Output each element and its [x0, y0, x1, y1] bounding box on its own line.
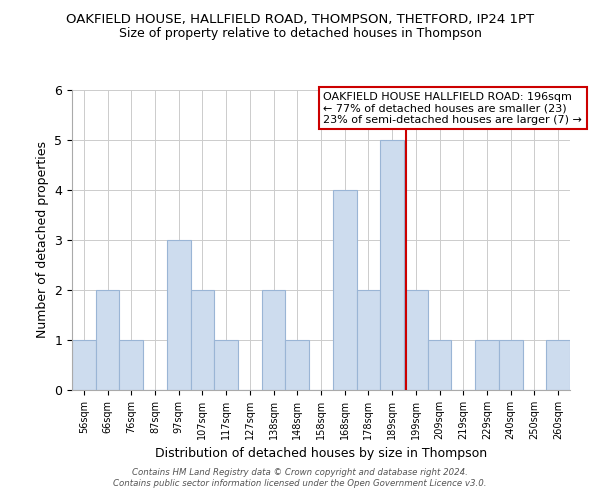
Bar	[214, 340, 238, 390]
Text: Contains HM Land Registry data © Crown copyright and database right 2024.
Contai: Contains HM Land Registry data © Crown c…	[113, 468, 487, 487]
Bar	[404, 290, 428, 390]
Bar	[428, 340, 451, 390]
Y-axis label: Number of detached properties: Number of detached properties	[36, 142, 49, 338]
Bar	[356, 290, 380, 390]
Bar	[96, 290, 119, 390]
Text: OAKFIELD HOUSE HALLFIELD ROAD: 196sqm
← 77% of detached houses are smaller (23)
: OAKFIELD HOUSE HALLFIELD ROAD: 196sqm ← …	[323, 92, 583, 124]
Text: OAKFIELD HOUSE, HALLFIELD ROAD, THOMPSON, THETFORD, IP24 1PT: OAKFIELD HOUSE, HALLFIELD ROAD, THOMPSON…	[66, 12, 534, 26]
Bar	[262, 290, 286, 390]
Bar	[475, 340, 499, 390]
Bar	[546, 340, 570, 390]
Bar	[286, 340, 309, 390]
Text: Size of property relative to detached houses in Thompson: Size of property relative to detached ho…	[119, 28, 481, 40]
Bar	[167, 240, 191, 390]
X-axis label: Distribution of detached houses by size in Thompson: Distribution of detached houses by size …	[155, 448, 487, 460]
Bar	[333, 190, 356, 390]
Bar	[191, 290, 214, 390]
Bar	[119, 340, 143, 390]
Bar	[499, 340, 523, 390]
Bar	[72, 340, 96, 390]
Bar	[380, 140, 404, 390]
